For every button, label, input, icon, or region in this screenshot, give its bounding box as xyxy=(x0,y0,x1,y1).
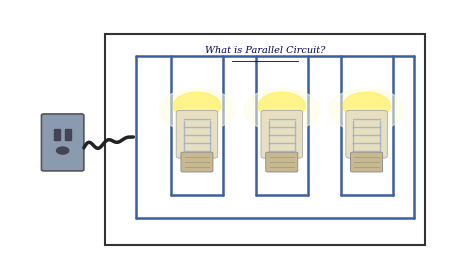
FancyBboxPatch shape xyxy=(105,34,426,246)
Circle shape xyxy=(244,88,319,132)
Circle shape xyxy=(343,92,390,119)
FancyBboxPatch shape xyxy=(351,152,383,172)
FancyBboxPatch shape xyxy=(346,110,387,158)
Bar xyxy=(65,129,71,140)
Bar xyxy=(54,129,60,140)
FancyBboxPatch shape xyxy=(176,110,218,158)
Circle shape xyxy=(173,92,220,119)
Circle shape xyxy=(56,147,69,154)
Circle shape xyxy=(159,88,235,132)
Text: What is Parallel Circuit?: What is Parallel Circuit? xyxy=(205,46,326,55)
Circle shape xyxy=(329,88,404,132)
FancyBboxPatch shape xyxy=(261,110,302,158)
Circle shape xyxy=(258,92,305,119)
FancyBboxPatch shape xyxy=(266,152,298,172)
FancyBboxPatch shape xyxy=(41,114,84,171)
FancyBboxPatch shape xyxy=(181,152,213,172)
